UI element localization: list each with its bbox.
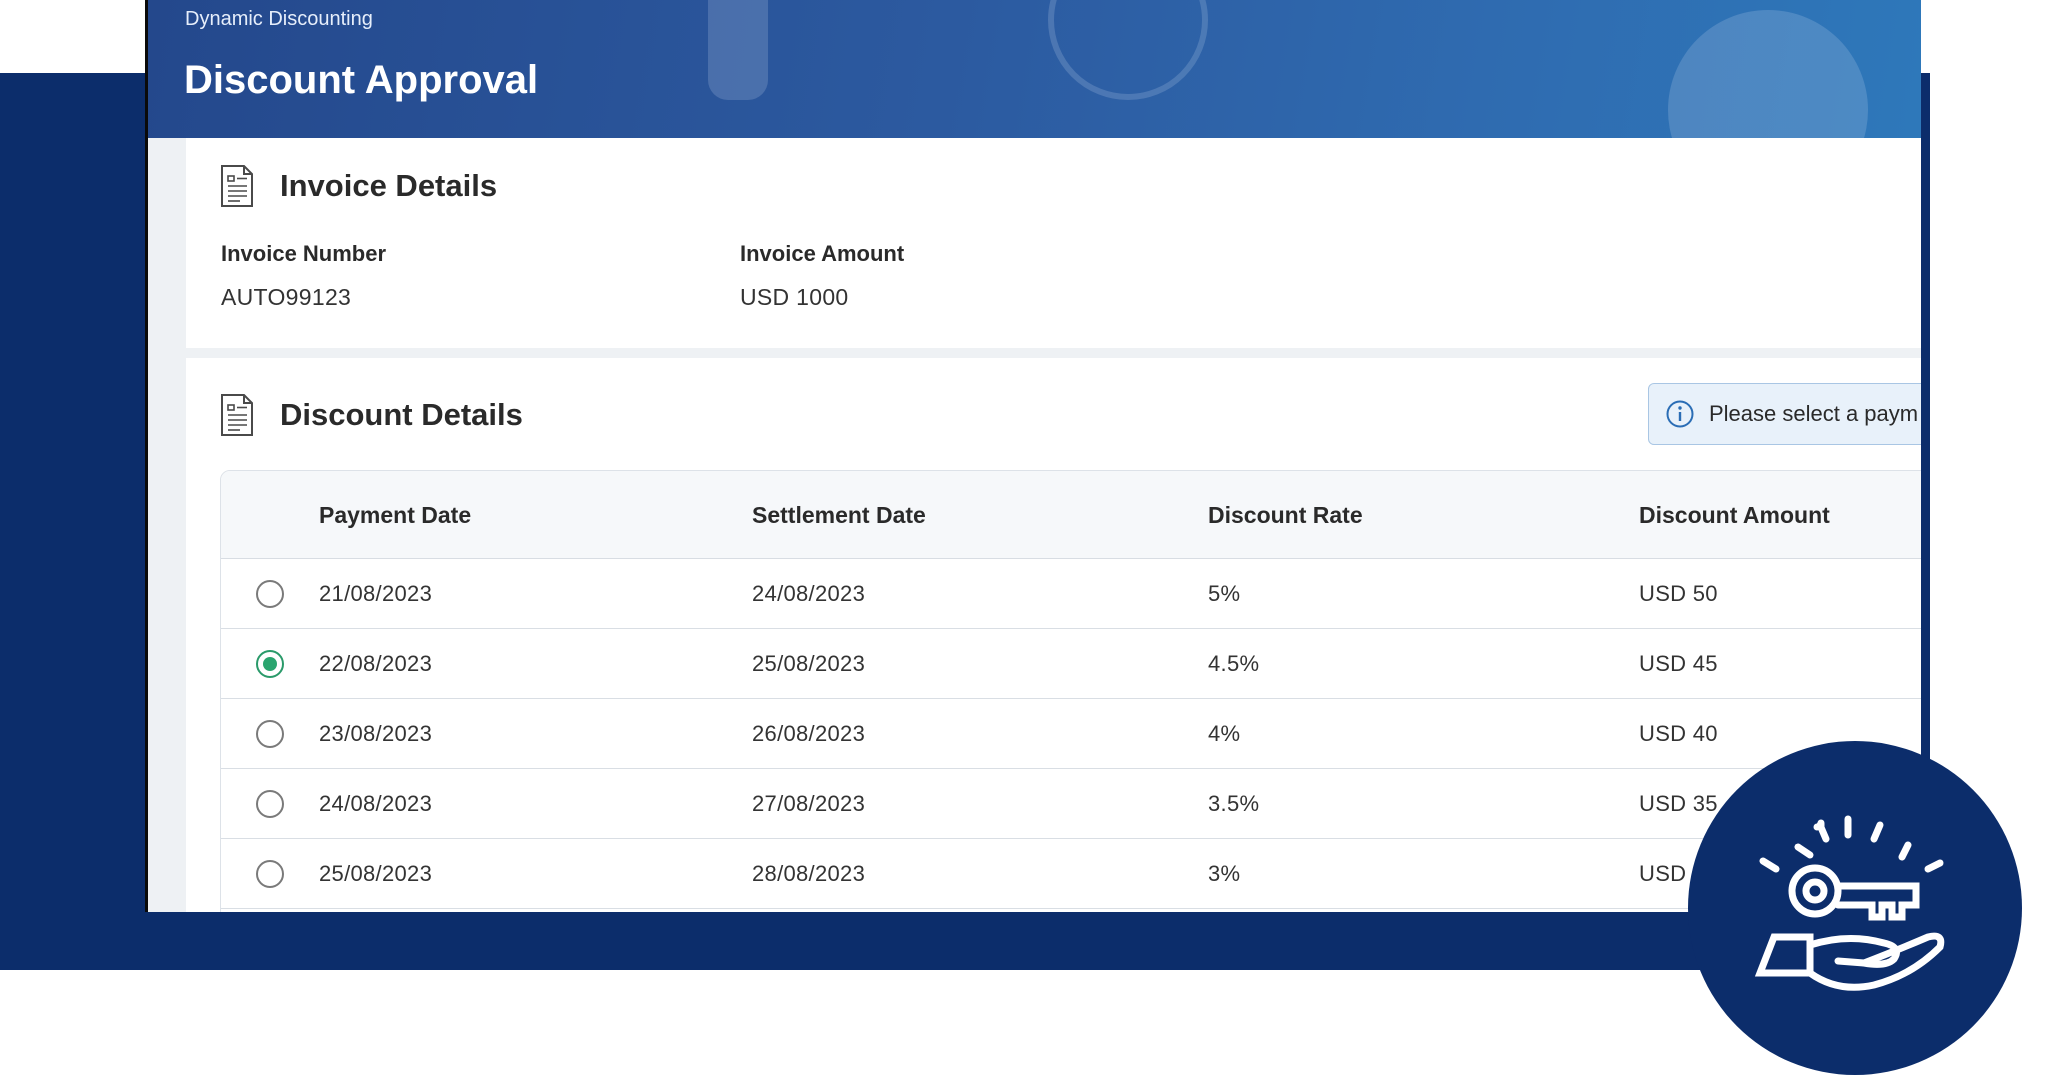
table-row[interactable]: 24/08/2023 27/08/2023 3.5% USD 35 [221, 769, 1921, 839]
discount-amount-cell: USD 40 [1639, 721, 1718, 746]
discount-options-table: Payment Date Settlement Date Discount Ra… [220, 470, 1921, 912]
info-icon [1666, 400, 1694, 428]
key-badge [1688, 741, 2022, 1075]
discount-rate-cell: 5% [1208, 581, 1241, 606]
column-header-discount-amount[interactable]: Discount Amount [1639, 502, 1830, 528]
discount-details-card: Discount Details Please select a paym Pa… [186, 358, 1921, 912]
column-header-settlement-date[interactable]: Settlement Date [752, 502, 926, 528]
table-row[interactable]: 23/08/2023 26/08/2023 4% USD 40 [221, 699, 1921, 769]
discount-amount-cell: USD [1639, 861, 1687, 886]
invoice-number-label: Invoice Number [221, 241, 387, 266]
page-margin [0, 0, 145, 73]
settlement-date-cell: 25/08/2023 [752, 651, 866, 676]
settlement-date-cell: 26/08/2023 [752, 721, 866, 746]
discount-amount-cell: USD 45 [1639, 651, 1718, 676]
settlement-date-cell: 27/08/2023 [752, 791, 866, 816]
payment-date-cell: 22/08/2023 [319, 651, 433, 676]
info-banner: Please select a paym [1648, 383, 1921, 445]
payment-date-cell: 24/08/2023 [319, 791, 433, 816]
table-header: Payment Date Settlement Date Discount Ra… [221, 471, 1921, 559]
invoice-amount-label: Invoice Amount [740, 241, 905, 266]
invoice-details-header: Invoice Details [220, 164, 497, 208]
payment-date-cell: 21/08/2023 [319, 581, 433, 606]
header-decoration [708, 0, 768, 100]
document-icon [221, 165, 253, 207]
app-window: Dynamic Discounting Discount Approval In… [145, 0, 1921, 912]
column-header-discount-rate[interactable]: Discount Rate [1208, 502, 1363, 528]
discount-amount-cell: USD 35 [1639, 791, 1718, 816]
payment-date-cell: 25/08/2023 [319, 861, 433, 886]
invoice-details-card: Invoice Details Invoice Number AUTO99123… [186, 138, 1921, 348]
key-in-hand-icon [1754, 815, 1945, 991]
settlement-date-cell: 28/08/2023 [752, 861, 866, 886]
document-icon [221, 394, 253, 436]
discount-details-title: Discount Details [280, 397, 523, 432]
table-row[interactable]: 22/08/2023 25/08/2023 4.5% USD 45 [221, 629, 1921, 699]
invoice-amount-value: USD 1000 [740, 284, 849, 310]
row-radio-button[interactable] [256, 720, 284, 748]
page-header: Dynamic Discounting Discount Approval [148, 0, 1921, 138]
invoice-details-title: Invoice Details [280, 168, 498, 203]
discount-amount-cell: USD 50 [1639, 581, 1718, 606]
discount-details-header: Discount Details [220, 393, 523, 437]
row-radio-button[interactable] [256, 580, 284, 608]
discount-rate-cell: 4% [1208, 721, 1241, 746]
table-row[interactable]: 21/08/2023 24/08/2023 5% USD 50 [221, 559, 1921, 629]
settlement-date-cell: 24/08/2023 [752, 581, 866, 606]
payment-date-cell: 23/08/2023 [319, 721, 433, 746]
header-decoration [1668, 10, 1868, 138]
page-title: Discount Approval [184, 58, 539, 102]
discount-rate-cell: 3% [1208, 861, 1241, 886]
info-banner-text: Please select a paym [1709, 401, 1919, 426]
row-radio-button[interactable] [256, 790, 284, 818]
row-radio-button-selected[interactable] [256, 650, 284, 678]
invoice-number-value: AUTO99123 [221, 284, 352, 310]
row-radio-button[interactable] [256, 860, 284, 888]
header-decoration [1048, 0, 1208, 100]
column-header-payment-date[interactable]: Payment Date [319, 502, 472, 528]
discount-rate-cell: 3.5% [1208, 791, 1260, 816]
table-row[interactable]: 25/08/2023 28/08/2023 3% USD [221, 839, 1921, 909]
breadcrumb[interactable]: Dynamic Discounting [185, 8, 373, 30]
discount-rate-cell: 4.5% [1208, 651, 1260, 676]
